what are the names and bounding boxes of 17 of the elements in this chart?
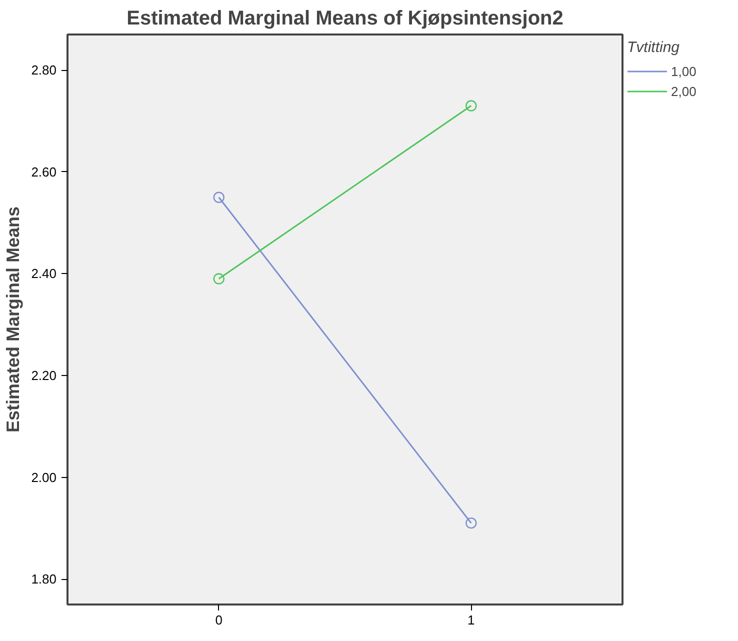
x-tick-label: 1 bbox=[468, 612, 475, 628]
legend-label: 1,00 bbox=[671, 64, 696, 78]
point bbox=[466, 100, 477, 112]
y-tick-label: 1.80 bbox=[31, 572, 57, 587]
legend-title: Tvtitting bbox=[627, 39, 681, 56]
point bbox=[466, 517, 477, 529]
y-tick-label: 2.80 bbox=[31, 62, 57, 78]
x-tick-label: 0 bbox=[215, 612, 222, 628]
y-axis-title: Estimated Marginal Means bbox=[3, 206, 24, 433]
point bbox=[213, 192, 224, 203]
y-tick-label: 2.00 bbox=[31, 470, 57, 485]
chart-title: Estimated Marginal Means of Kjøpsintensjon2 bbox=[126, 8, 564, 30]
legend-label: 2,00 bbox=[671, 84, 696, 98]
y-tick-label: 2.60 bbox=[31, 164, 57, 180]
y-tick-label: 2.20 bbox=[31, 368, 57, 383]
point bbox=[213, 273, 224, 284]
y-tick-label: 2.40 bbox=[31, 266, 57, 282]
